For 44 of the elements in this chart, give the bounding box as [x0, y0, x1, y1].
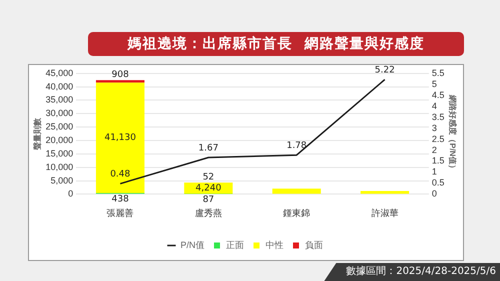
y2-tick-label: 3 [432, 122, 437, 133]
data-label: 1.67 [198, 143, 218, 154]
data-label: 908 [112, 70, 130, 80]
y-axis-title: 聲量則數 [33, 116, 42, 151]
y2-tick-label: 2.5 [432, 134, 444, 144]
data-label: 0.48 [110, 170, 131, 180]
data-label: 41,130 [104, 133, 136, 144]
y-tick-label: 15,000 [46, 148, 74, 158]
y2-tick-label: 5.5 [432, 68, 444, 78]
y-tick-label: 45,000 [46, 68, 74, 78]
y2-tick-label: 4 [432, 100, 437, 111]
data-label: 4,240 [196, 184, 222, 194]
x-tick-label: 許淑華 [371, 208, 398, 218]
y2-tick-label: 5 [432, 78, 437, 89]
y2-tick-label: 0 [432, 188, 437, 199]
y2-tick-label: 3.5 [432, 112, 444, 122]
y2-axis-title: 網路好感度（P/N值） [448, 94, 458, 172]
y2-tick-label: 4.5 [432, 90, 444, 100]
y-tick-label: 10,000 [46, 162, 74, 172]
y-tick-label: 5,000 [50, 175, 74, 186]
y-tick-label: 35,000 [46, 94, 74, 105]
y-tick-label: 40,000 [46, 81, 74, 92]
y2-tick-label: 2 [432, 144, 437, 155]
legend-label: 正面 [226, 240, 244, 250]
y-tick-label: 20,000 [46, 134, 74, 145]
legend-label: 中性 [266, 240, 284, 250]
y2-tick-label: 1.5 [432, 156, 444, 166]
x-tick-label: 張麗善 [106, 208, 134, 218]
y-tick-label: 30,000 [46, 108, 74, 118]
data-label: 438 [112, 194, 130, 205]
y2-tick-label: 1 [432, 166, 437, 177]
y2-tick-label: 0.5 [432, 178, 444, 188]
data-label: 5.22 [374, 65, 395, 76]
legend-label: P/N值 [180, 240, 205, 250]
x-tick-label: 盧秀燕 [194, 208, 222, 218]
chart-title: 媽祖遶境：出席縣市首長 網路聲量與好感度 [88, 32, 464, 56]
data-label: 1.78 [286, 140, 307, 151]
text: 數據區間：2025/4/28-2025/5/6 [324, 263, 500, 281]
data-label: 52 [202, 172, 214, 182]
y-tick-label: 25,000 [46, 122, 74, 132]
y-tick-label: 0 [68, 188, 74, 199]
data-label: 87 [202, 194, 214, 205]
legend-label: 負面 [305, 240, 323, 250]
x-tick-label: 鍾東錦 [283, 208, 310, 218]
